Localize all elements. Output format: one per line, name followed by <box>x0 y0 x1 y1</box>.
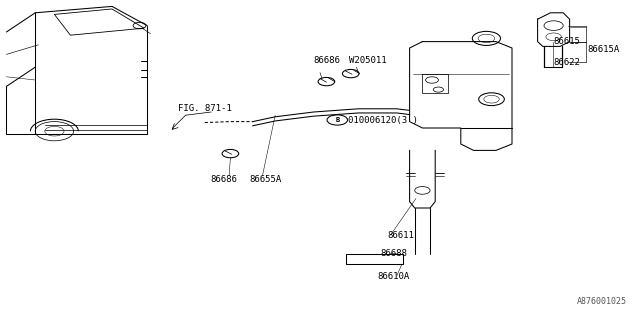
Text: 86686: 86686 <box>210 175 237 184</box>
Text: 86611: 86611 <box>387 231 414 240</box>
Text: 86688: 86688 <box>381 249 408 258</box>
Text: 010006120(3 ): 010006120(3 ) <box>348 116 418 124</box>
Text: A876001025: A876001025 <box>577 297 627 306</box>
Text: 86655A: 86655A <box>250 175 282 184</box>
Text: 86622: 86622 <box>554 58 580 67</box>
Text: B: B <box>335 117 339 123</box>
Text: FIG. 871-1: FIG. 871-1 <box>178 104 232 113</box>
Text: 86686: 86686 <box>314 56 340 65</box>
Text: 86615: 86615 <box>554 37 580 46</box>
Text: W205011: W205011 <box>349 56 387 65</box>
Text: 86615A: 86615A <box>588 45 620 54</box>
Bar <box>346 254 403 264</box>
Text: 86610A: 86610A <box>378 272 410 281</box>
